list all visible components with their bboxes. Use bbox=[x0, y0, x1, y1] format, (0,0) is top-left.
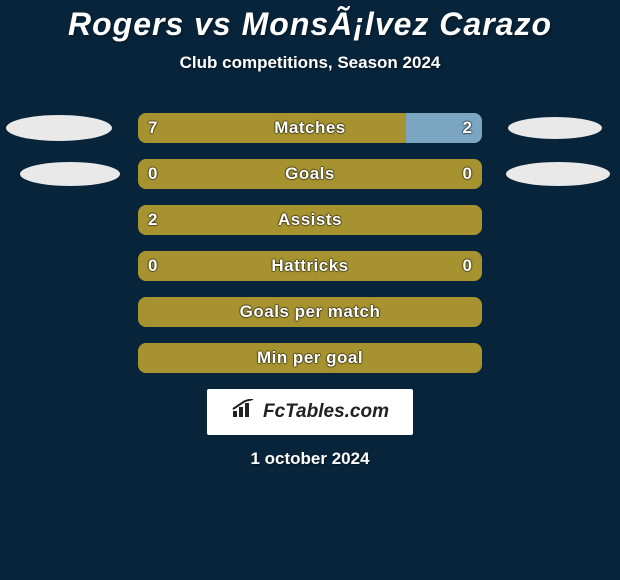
stat-row: 2Assists bbox=[0, 205, 620, 235]
stat-row: Min per goal bbox=[0, 343, 620, 373]
stat-bar: 00Goals bbox=[138, 159, 482, 189]
stat-label: Matches bbox=[138, 113, 482, 143]
badge-text: FcTables.com bbox=[263, 401, 389, 423]
player-left-placeholder bbox=[6, 115, 112, 141]
fctables-badge: FcTables.com bbox=[207, 389, 413, 435]
page-title: Rogers vs MonsÃ¡lvez Carazo bbox=[0, 0, 620, 43]
player-right-placeholder bbox=[508, 117, 602, 139]
chart-icon bbox=[231, 399, 257, 425]
stat-row: 00Goals bbox=[0, 159, 620, 189]
stat-bar: Goals per match bbox=[138, 297, 482, 327]
stat-label: Goals per match bbox=[138, 297, 482, 327]
player-right-placeholder bbox=[506, 162, 610, 186]
stat-row: 72Matches bbox=[0, 113, 620, 143]
player-left-placeholder bbox=[20, 162, 120, 186]
footer-date: 1 october 2024 bbox=[0, 449, 620, 469]
stat-label: Goals bbox=[138, 159, 482, 189]
page-subtitle: Club competitions, Season 2024 bbox=[0, 53, 620, 73]
stat-bar: Min per goal bbox=[138, 343, 482, 373]
stat-label: Min per goal bbox=[138, 343, 482, 373]
stat-bar: 2Assists bbox=[138, 205, 482, 235]
stat-label: Assists bbox=[138, 205, 482, 235]
stat-bar: 72Matches bbox=[138, 113, 482, 143]
comparison-chart: 72Matches 00Goals 2Assists 00Hattricks Goals… bbox=[0, 113, 620, 373]
stat-label: Hattricks bbox=[138, 251, 482, 281]
stat-bar: 00Hattricks bbox=[138, 251, 482, 281]
stat-row: 00Hattricks bbox=[0, 251, 620, 281]
stat-row: Goals per match bbox=[0, 297, 620, 327]
